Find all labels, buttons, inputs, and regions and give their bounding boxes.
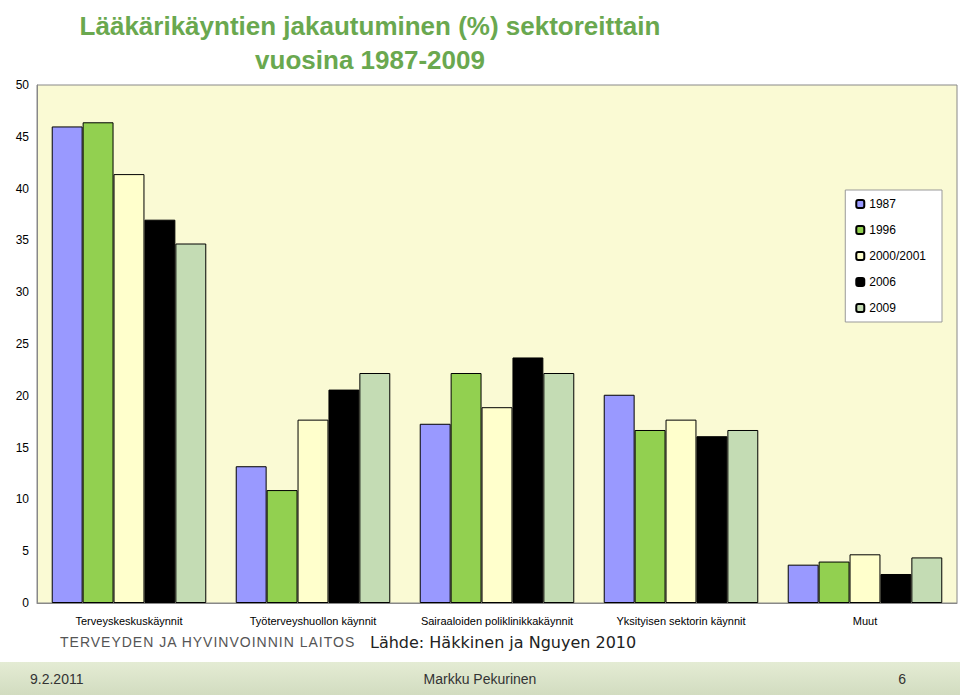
svg-text:1987: 1987 (869, 197, 896, 211)
svg-text:Työterveyshuollon käynnit: Työterveyshuollon käynnit (250, 615, 377, 627)
svg-text:40: 40 (16, 182, 30, 196)
svg-text:50: 50 (16, 78, 30, 92)
svg-text:Lääkärikäyntien jakautuminen (: Lääkärikäyntien jakautuminen (%) sektore… (80, 11, 661, 41)
svg-text:vuosina 1987-2009: vuosina 1987-2009 (255, 45, 485, 75)
svg-text:15: 15 (16, 441, 30, 455)
svg-text:2006: 2006 (869, 275, 896, 289)
svg-text:35: 35 (16, 233, 30, 247)
html-text:Markku Pekurinen: Markku Pekurinen (423, 671, 537, 687)
svg-text:45: 45 (16, 130, 30, 144)
svg-text:10: 10 (16, 492, 30, 506)
svg-text:2009: 2009 (869, 301, 896, 315)
html-text:TERVEYDEN JA HYVINVOINNIN LAIT: TERVEYDEN JA HYVINVOINNIN LAITOS (60, 634, 356, 650)
svg-text:5: 5 (22, 544, 29, 558)
html-text:6: 6 (898, 671, 906, 687)
svg-text:Sairaaloiden poliklinikkakäynn: Sairaaloiden poliklinikkakäynnit (421, 615, 573, 627)
svg-text:Yksityisen sektorin käynnit: Yksityisen sektorin käynnit (617, 615, 746, 627)
svg-text:20: 20 (16, 389, 30, 403)
svg-text:30: 30 (16, 285, 30, 299)
svg-text:Muut: Muut (853, 615, 877, 627)
svg-text:Terveyskeskuskäynnit: Terveyskeskuskäynnit (76, 615, 183, 627)
svg-text:25: 25 (16, 337, 30, 351)
svg-text:0: 0 (22, 596, 29, 610)
svg-text:1996: 1996 (869, 223, 896, 237)
html-text:Lähde: Häkkinen ja Nguyen 2010: Lähde: Häkkinen ja Nguyen 2010 (370, 633, 637, 652)
html-text:9.2.2011: 9.2.2011 (30, 671, 84, 687)
svg-text:2000/2001: 2000/2001 (869, 249, 926, 263)
